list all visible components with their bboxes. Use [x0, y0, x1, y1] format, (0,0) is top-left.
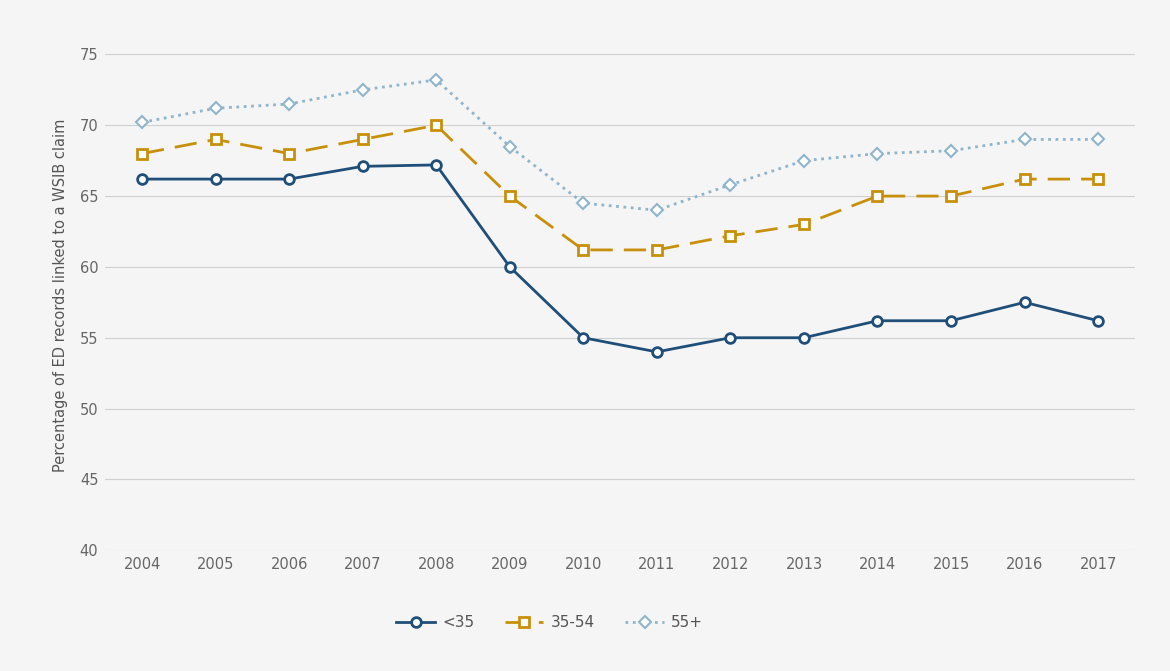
Y-axis label: Percentage of ED records linked to a WSIB claim: Percentage of ED records linked to a WSI… [54, 119, 69, 472]
Legend: <35, 35-54, 55+: <35, 35-54, 55+ [391, 609, 709, 637]
